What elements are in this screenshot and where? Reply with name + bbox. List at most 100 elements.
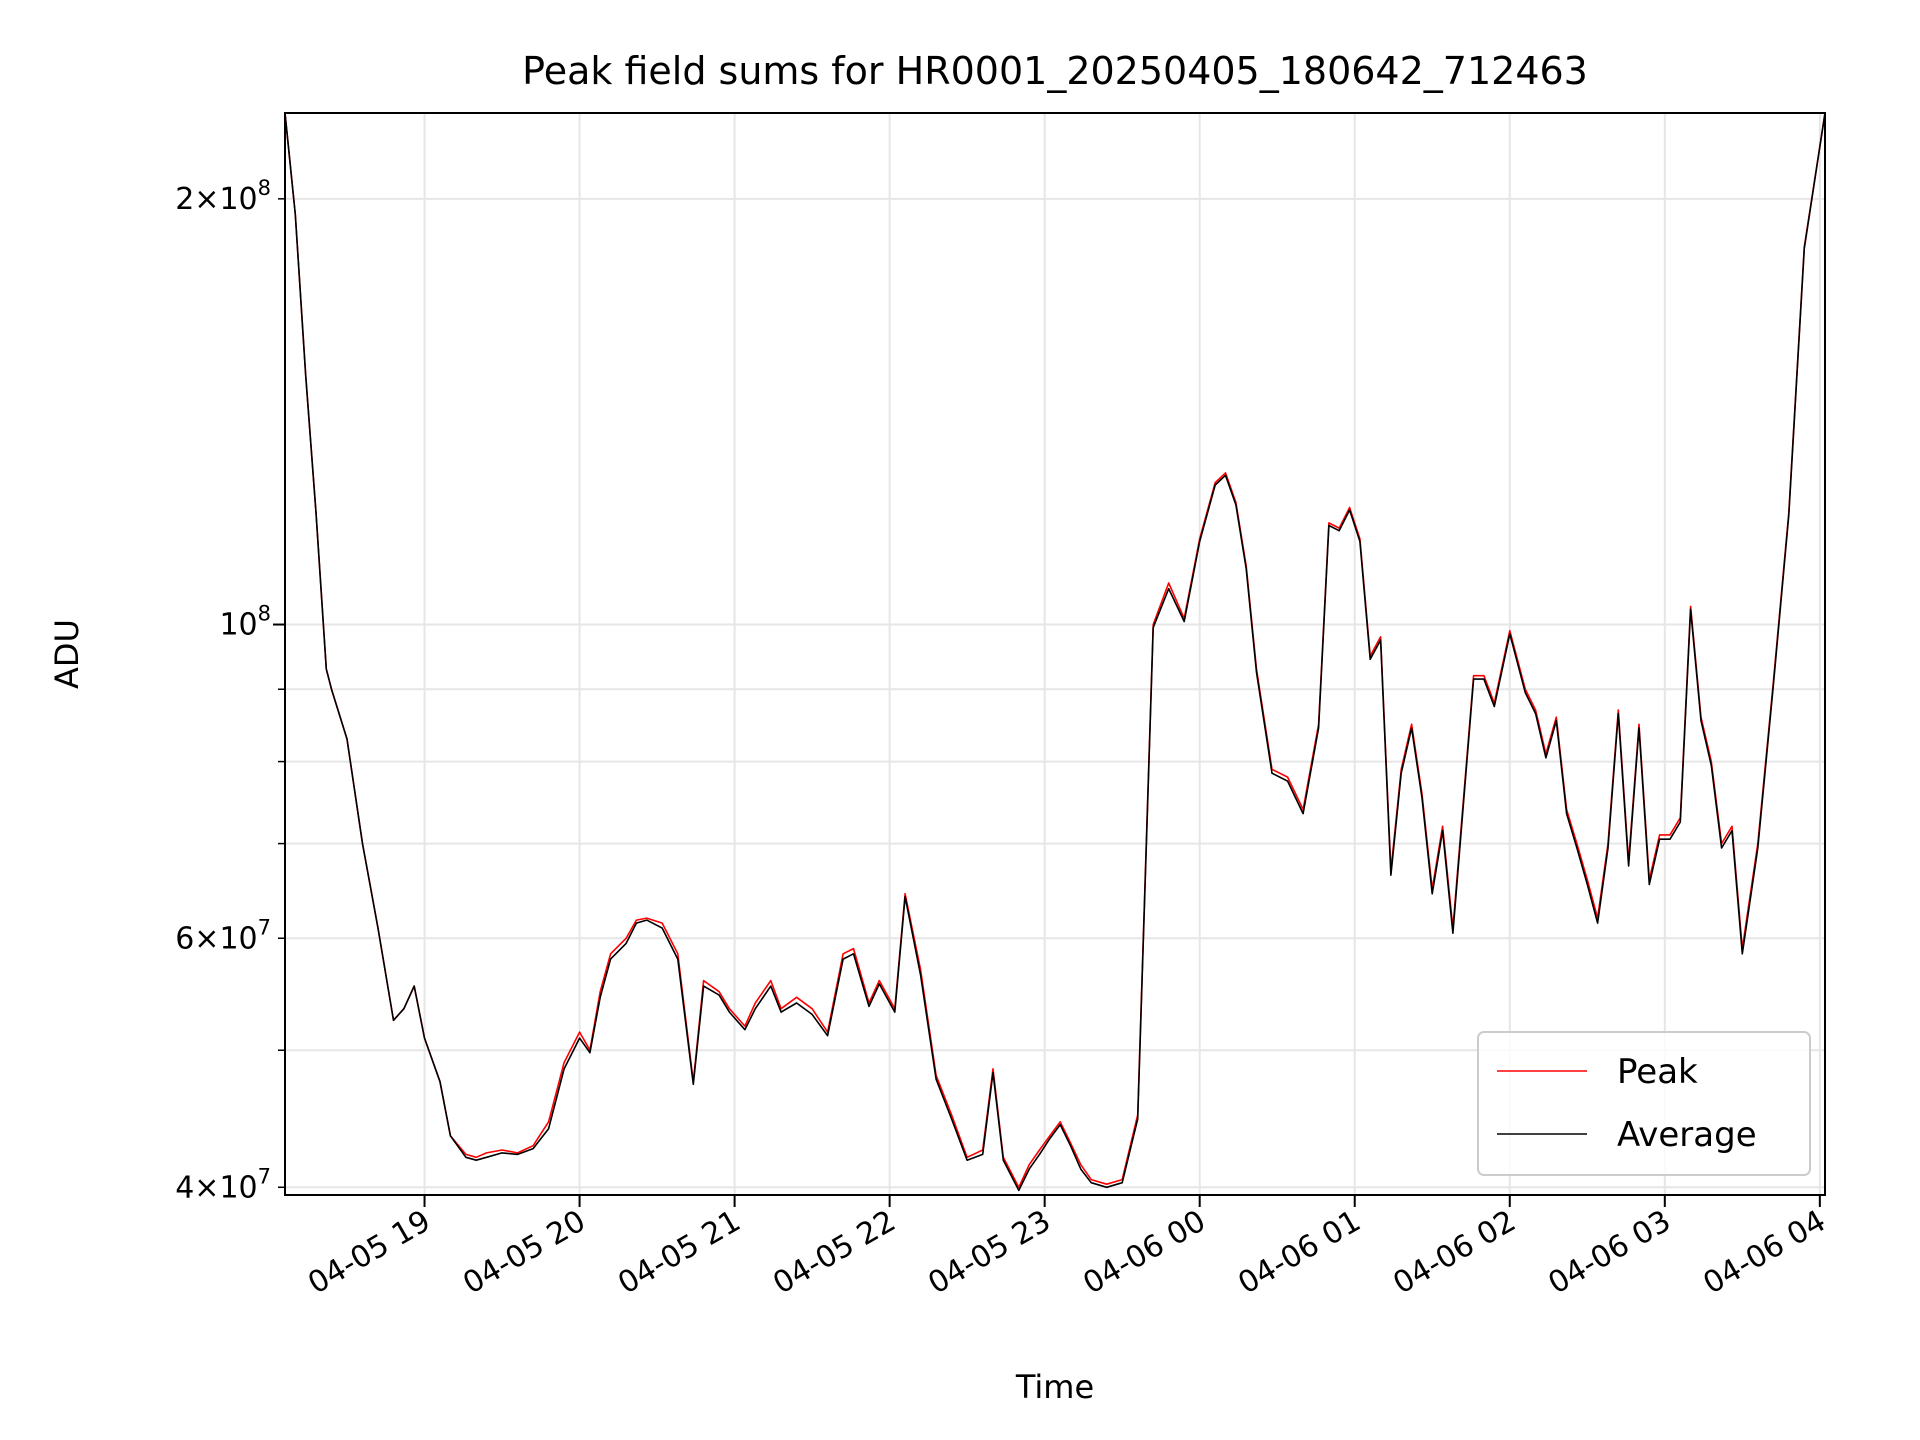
data-point-average [423,1037,426,1039]
data-point-average [1328,524,1330,527]
legend-label-average: Average [1617,1115,1757,1155]
x-tick-label: 04-05 20 [457,1204,591,1302]
data-point-average [827,1035,829,1037]
data-point-peak [1576,843,1578,845]
data-point-average [1380,639,1382,641]
data-point-average [1607,847,1609,849]
data-point-average [377,927,379,929]
x-tick-label: 04-05 21 [612,1204,746,1302]
data-point-average [1576,847,1578,849]
data-point-peak [796,996,798,998]
data-point-peak [1731,825,1733,827]
data-point-average [796,1002,798,1004]
data-point-peak [1049,1135,1051,1137]
data-point-peak [1509,630,1511,632]
data-point-average [1400,772,1402,774]
data-point-average [811,1013,813,1016]
data-point-average [1245,568,1247,570]
data-point-average [579,1037,581,1039]
data-point-average [548,1128,550,1130]
data-point-average [1803,247,1805,249]
data-point-average [1137,1118,1139,1120]
data-point-average [754,1008,756,1010]
data-point-peak [579,1031,581,1033]
data-point-average [1710,764,1712,767]
data-point-average [1069,1145,1072,1147]
data-point-average [1080,1168,1082,1170]
data-point-average [501,1152,503,1154]
data-point-average [1421,796,1423,798]
data-point-average [625,942,627,945]
data-point-average [517,1153,519,1155]
data-point-average [1255,671,1258,674]
data-point-peak [563,1062,565,1064]
data-point-average [361,843,364,845]
data-point-average [1369,658,1371,660]
data-point-average [1442,830,1444,832]
data-point-peak [1483,675,1485,677]
data-point-peak [1555,716,1557,718]
data-point-peak [610,953,612,955]
data-point-average [1028,1168,1030,1170]
data-point-average [780,1011,782,1013]
data-point-average [852,953,855,955]
data-point-average [1235,504,1237,506]
data-point-average [1690,608,1692,611]
y-tick-exponent: 8 [258,176,271,200]
data-point-peak [517,1152,519,1154]
data-point-average [1493,705,1495,708]
data-point-peak [1069,1142,1072,1144]
data-point-peak [1090,1179,1092,1181]
data-point-peak [501,1149,503,1151]
data-point-average [718,994,720,996]
data-point-average [532,1148,534,1150]
y-tick-base: 10 [219,608,257,643]
series-line-average [284,112,1826,1192]
data-point-peak [1411,723,1413,725]
data-point-average [646,919,648,921]
data-point-average [1224,474,1227,476]
data-point-average [635,922,638,924]
data-point-peak [1690,605,1692,608]
data-point-peak [1535,709,1537,711]
data-point-average [1535,713,1537,715]
data-point-average [1628,865,1630,867]
data-point-average [403,1008,405,1010]
data-point-average [1059,1124,1061,1126]
data-point-average [1757,847,1759,849]
data-point-peak [1038,1149,1041,1151]
data-point-average [1483,678,1485,680]
data-point-average [1788,514,1790,516]
data-point-peak [465,1153,467,1155]
data-point-peak [703,980,705,982]
data-point-average [1411,727,1413,729]
data-point-peak [904,893,906,895]
data-point-average [1359,540,1361,543]
data-point-average [1721,847,1723,849]
data-point-average [1002,1159,1004,1161]
series-lines [284,112,1826,1192]
data-point-peak [1059,1121,1061,1123]
data-point-average [1679,821,1681,823]
y-tick-label: 4×107 [175,1164,271,1205]
data-point-average [346,738,348,740]
data-point-average [1199,540,1201,543]
data-point-peak [1617,709,1619,711]
data-point-peak [728,1008,731,1010]
data-point-average [1214,484,1216,486]
data-point-average [1049,1138,1051,1140]
data-point-peak [1328,522,1330,524]
data-point-average [878,983,880,985]
data-point-average [1349,509,1351,511]
grid [285,113,1825,1195]
data-point-peak [878,980,880,982]
data-point-average [1318,727,1320,729]
data-point-peak [677,953,679,955]
data-point-peak [1080,1164,1082,1166]
x-tick-label: 04-05 23 [922,1204,1056,1302]
data-point-average [1106,1186,1108,1188]
legend: Peak Average [1477,1031,1811,1176]
y-axis-title: ADU [48,619,86,689]
